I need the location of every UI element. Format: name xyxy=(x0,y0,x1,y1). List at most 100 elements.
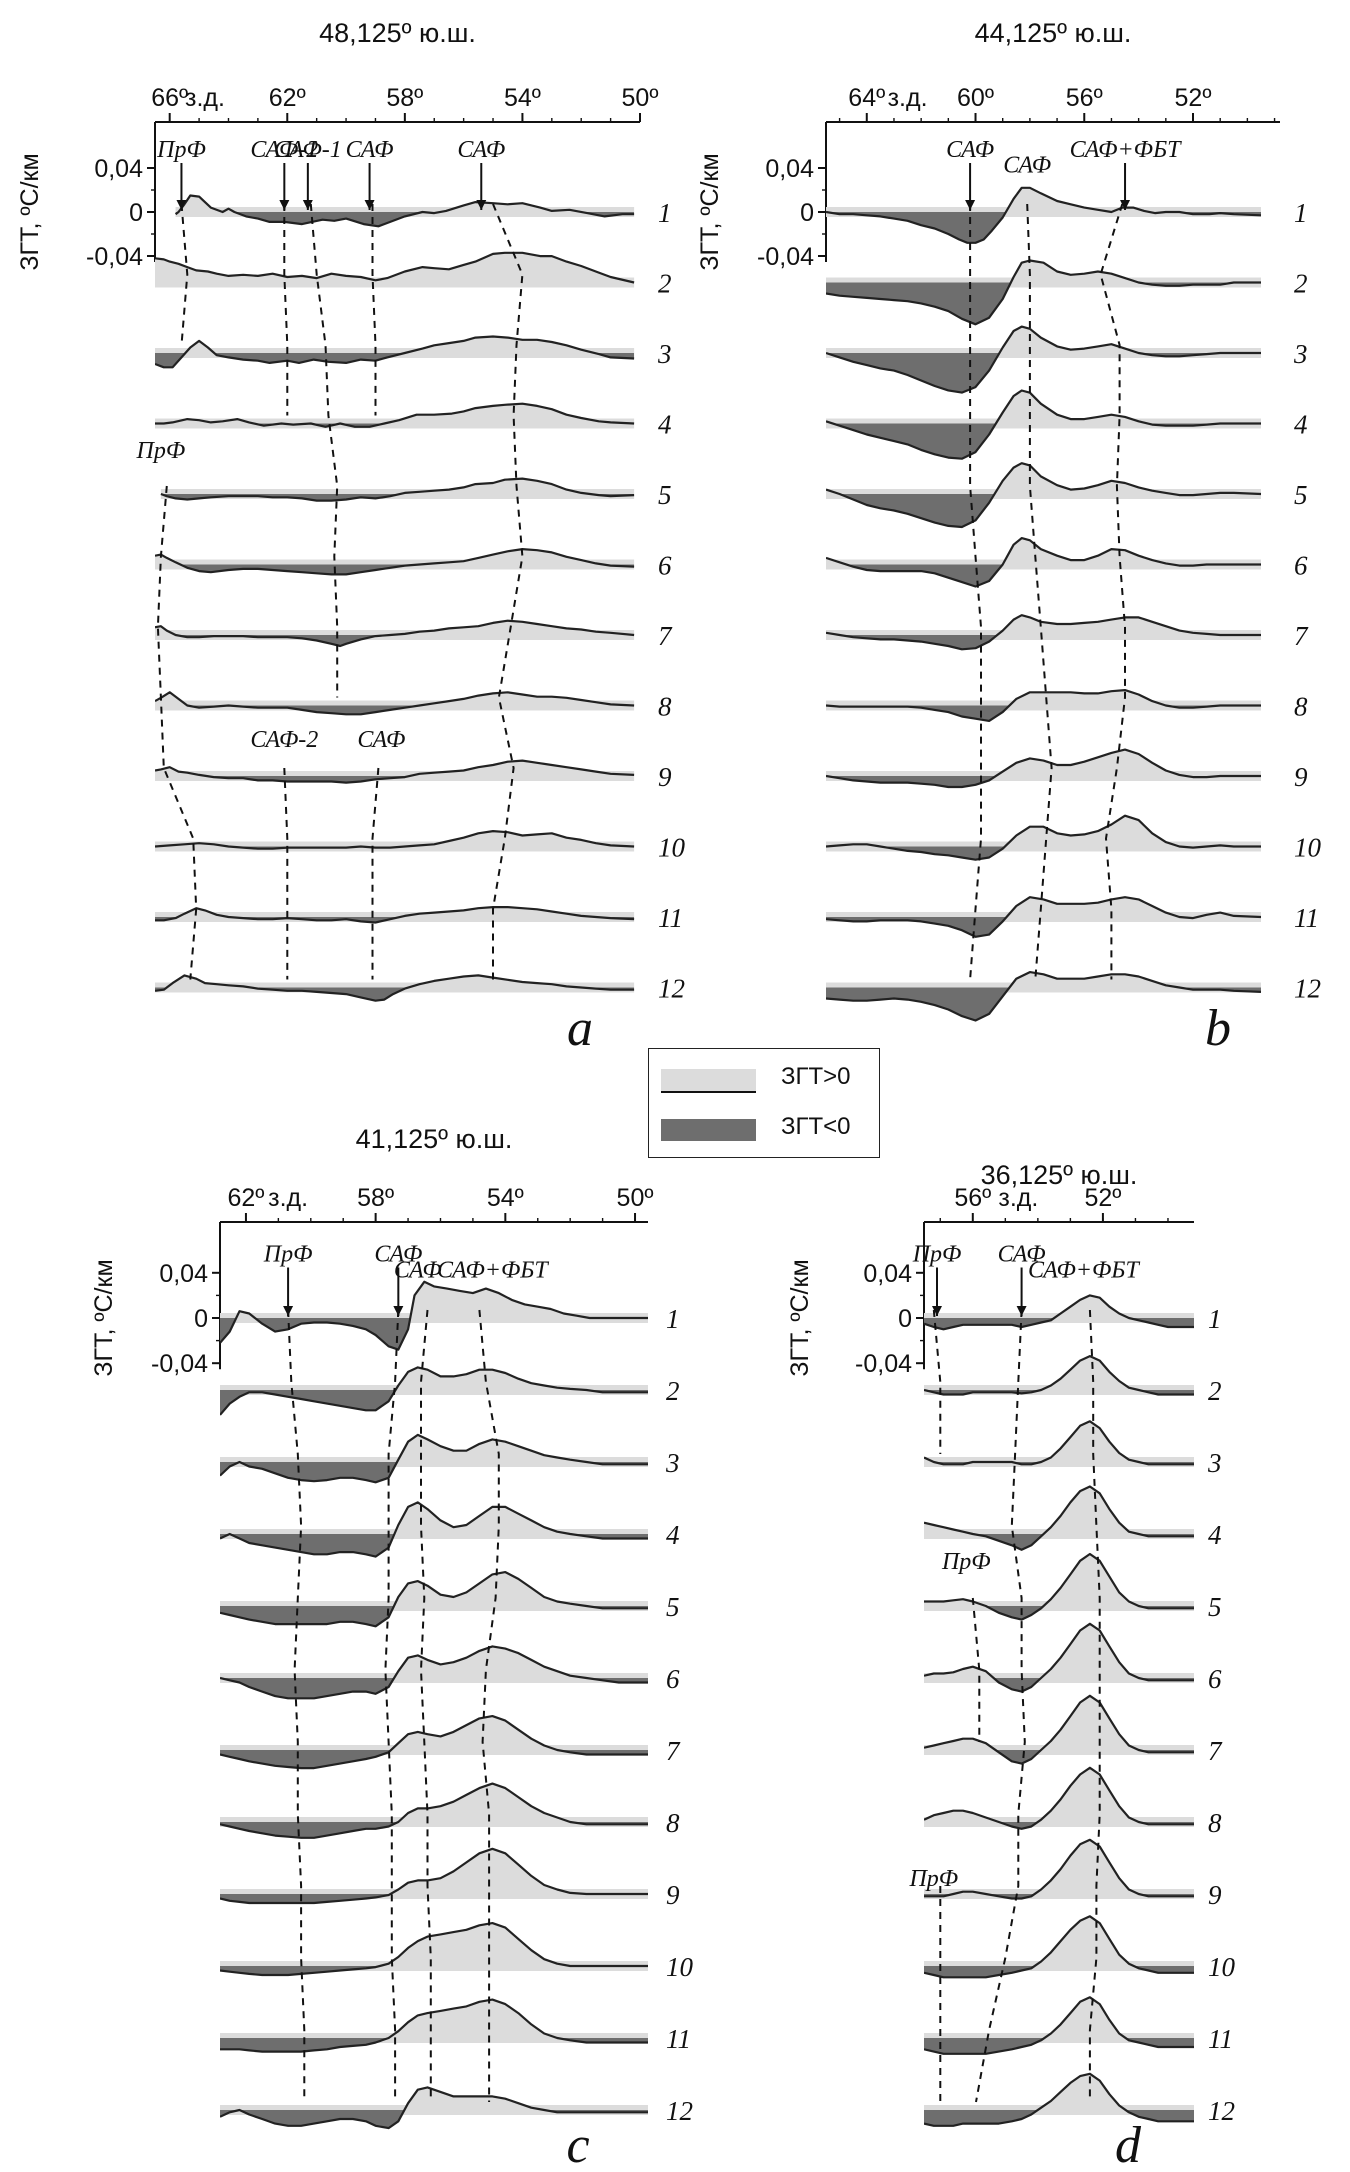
profile-number: 5 xyxy=(658,480,672,510)
front-dashed-line xyxy=(180,203,189,346)
front-dashed-line xyxy=(156,485,198,980)
profile-number: 3 xyxy=(657,339,672,369)
profile-positive-area xyxy=(155,336,635,353)
y-tick-label: -0,04 xyxy=(151,1350,208,1378)
profile-line xyxy=(220,1501,648,1558)
profile-negative-area xyxy=(220,1534,648,1557)
profile-number: 1 xyxy=(658,198,672,228)
legend-label-positive: ЗГТ>0 xyxy=(781,1063,851,1090)
front-annotation: САФ xyxy=(394,1258,442,1284)
profile-positive-area xyxy=(924,1767,1194,1822)
profile-line xyxy=(155,906,635,924)
x-tick-label: 50º xyxy=(622,84,659,112)
y-tick-label: -0,04 xyxy=(855,1350,912,1378)
arrow-head xyxy=(932,1306,943,1316)
profile-positive-area xyxy=(826,815,1261,847)
profile-positive-area xyxy=(924,1839,1194,1894)
profile-negative-area xyxy=(220,1822,648,1838)
profile-positive-area xyxy=(924,1695,1194,1750)
profile-number: 5 xyxy=(1294,480,1308,510)
front-dashed-line xyxy=(932,1309,942,1454)
x-tick-label: 54º xyxy=(487,1184,524,1212)
profile-negative-area xyxy=(826,564,1261,587)
profile-line xyxy=(220,1280,648,1351)
profile-negative-area xyxy=(160,494,635,501)
legend-label-negative: ЗГТ<0 xyxy=(781,1113,851,1140)
arrow-head xyxy=(279,200,290,210)
x-tick-label: з.д. xyxy=(998,1184,1038,1212)
profile-number: 12 xyxy=(658,974,685,1004)
front-annotation: ПрФ xyxy=(912,1242,962,1268)
profile-number: 11 xyxy=(1294,903,1319,933)
y-tick-label: 0 xyxy=(800,199,814,227)
profile-number: 2 xyxy=(658,269,672,299)
front-annotation: САФ xyxy=(357,727,405,753)
front-dashed-line xyxy=(371,767,380,980)
profile-number: 9 xyxy=(1294,762,1308,792)
panel-d: 36,125º ю.ш.56º з.д. 52º 0,04 0 -0,04 ЗГТ, ºС/… xyxy=(786,1160,1236,2172)
arrow-head xyxy=(476,200,487,210)
profile-negative-area xyxy=(220,1606,648,1627)
profile-number: 2 xyxy=(666,1376,680,1406)
profile-number: 10 xyxy=(1208,1952,1236,1982)
profile-line xyxy=(826,325,1261,394)
profile-line xyxy=(160,477,635,502)
y-axis-label: ЗГТ, ºС/км xyxy=(696,153,724,270)
profile-number: 5 xyxy=(666,1592,680,1622)
y-tick-label: 0 xyxy=(129,199,143,227)
profile-number: 10 xyxy=(1294,833,1322,863)
x-tick-label: 54º xyxy=(504,84,541,112)
profile-number: 7 xyxy=(658,621,673,651)
legend-swatch-positive xyxy=(661,1069,756,1093)
profile-line xyxy=(220,1922,648,1977)
arrow-head xyxy=(283,1306,294,1316)
x-tick-label: 56º xyxy=(1066,84,1103,112)
profile-number: 7 xyxy=(1294,621,1309,651)
x-tick-label: 56º xyxy=(954,1184,991,1212)
y-tick-label: 0,04 xyxy=(863,1260,912,1288)
profile-number: 7 xyxy=(666,1736,681,1766)
panel-letter: b xyxy=(1205,1000,1231,1057)
arrow-head xyxy=(1016,1306,1027,1316)
profile-positive-area xyxy=(826,260,1261,283)
front-annotation: ПрФ xyxy=(941,1549,991,1575)
profile-negative-area xyxy=(826,917,1261,937)
panel-letter: c xyxy=(566,2117,589,2172)
y-tick-label: 0,04 xyxy=(765,155,814,183)
profile-positive-area xyxy=(220,1923,648,1966)
front-dashed-line xyxy=(384,1309,400,2102)
profile-positive-area xyxy=(924,1623,1194,1678)
profile-line xyxy=(924,1838,1194,1900)
profile-number: 5 xyxy=(1208,1592,1222,1622)
profile-number: 11 xyxy=(658,903,683,933)
profile-positive-area xyxy=(155,252,635,283)
profile-positive-area xyxy=(155,549,635,565)
profile-line xyxy=(826,896,1262,938)
profile-negative-area xyxy=(924,2110,1194,2126)
profile-line xyxy=(826,186,1262,244)
y-tick-label: -0,04 xyxy=(757,243,814,271)
profile-number: 7 xyxy=(1208,1736,1223,1766)
profile-line xyxy=(826,689,1261,722)
profile-line xyxy=(220,1847,648,1905)
front-dashed-line xyxy=(975,1309,1026,2103)
profile-line xyxy=(155,691,635,716)
profile-number: 10 xyxy=(658,833,686,863)
profile-negative-area xyxy=(826,987,1261,1021)
profile-negative-area xyxy=(826,494,1261,527)
profile-negative-area xyxy=(924,1318,1194,1330)
profile-negative-area xyxy=(220,1318,648,1350)
legend-swatch-negative xyxy=(661,1119,756,1141)
profile-number: 11 xyxy=(1208,2024,1233,2054)
profile-line xyxy=(220,2086,648,2130)
profile-number: 8 xyxy=(658,692,672,722)
profile-line xyxy=(155,830,635,850)
front-dashed-line xyxy=(419,1309,432,2102)
front-dashed-line xyxy=(287,1309,306,2102)
profile-line xyxy=(220,1998,648,2053)
profile-negative-area xyxy=(924,1390,1194,1395)
profile-positive-area xyxy=(155,760,635,776)
profile-negative-area xyxy=(220,1750,648,1769)
profile-line xyxy=(220,1366,648,1416)
profile-line xyxy=(924,1766,1194,1830)
